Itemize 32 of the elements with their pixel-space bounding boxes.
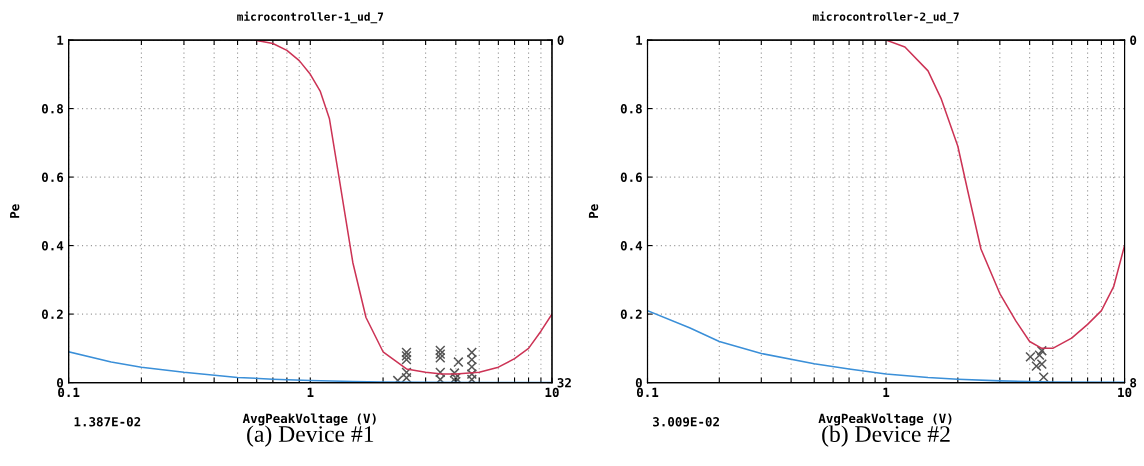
x-tick-label: 10 bbox=[545, 387, 559, 398]
x-tick-label: 1 bbox=[307, 387, 314, 397]
chart-title: microcontroller-2_ud_7 bbox=[812, 11, 959, 24]
y-tick-label: 0.4 bbox=[620, 241, 643, 251]
chart-title: microcontroller-1_ud_7 bbox=[237, 11, 384, 24]
y-tick-label: 0 bbox=[57, 378, 64, 388]
y-tick-label: 1 bbox=[57, 35, 64, 45]
y-tick-label: 1 bbox=[636, 35, 643, 45]
x-tick-label: 1 bbox=[883, 387, 890, 397]
y2-tick-label: 0 bbox=[557, 35, 564, 45]
y-tick-label: 0.8 bbox=[620, 104, 642, 114]
x-axis-title: AvgPeakVoltage (V) bbox=[242, 413, 376, 426]
y-tick-label: 0.6 bbox=[620, 172, 642, 183]
text: 3.009E-02 bbox=[653, 417, 719, 427]
x-tick-label: 0.1 bbox=[58, 387, 80, 398]
y2-tick-label: 8 bbox=[1130, 378, 1137, 388]
text: (a) Device #1 bbox=[247, 425, 374, 447]
x-tick-label: 10 bbox=[1118, 387, 1132, 398]
y-tick-label: 0 bbox=[635, 378, 642, 388]
y-tick-label: 0.6 bbox=[41, 172, 64, 183]
text: 1.387E-02 bbox=[74, 417, 141, 427]
y-tick-label: 0.8 bbox=[41, 104, 63, 114]
y-tick-label: 0.2 bbox=[620, 309, 642, 320]
y-axis-title: Pe bbox=[588, 204, 599, 218]
y-tick-label: 0.4 bbox=[41, 241, 64, 251]
x-tick-label: 0.1 bbox=[636, 387, 659, 398]
y-axis-title: Pe bbox=[10, 204, 20, 218]
text: (b) Device #2 bbox=[822, 425, 950, 447]
y-tick-label: 0.2 bbox=[41, 309, 63, 320]
y2-tick-label: 0 bbox=[1130, 35, 1137, 45]
x-axis-title: AvgPeakVoltage (V) bbox=[818, 413, 952, 426]
y2-tick-label: 32 bbox=[557, 378, 571, 388]
